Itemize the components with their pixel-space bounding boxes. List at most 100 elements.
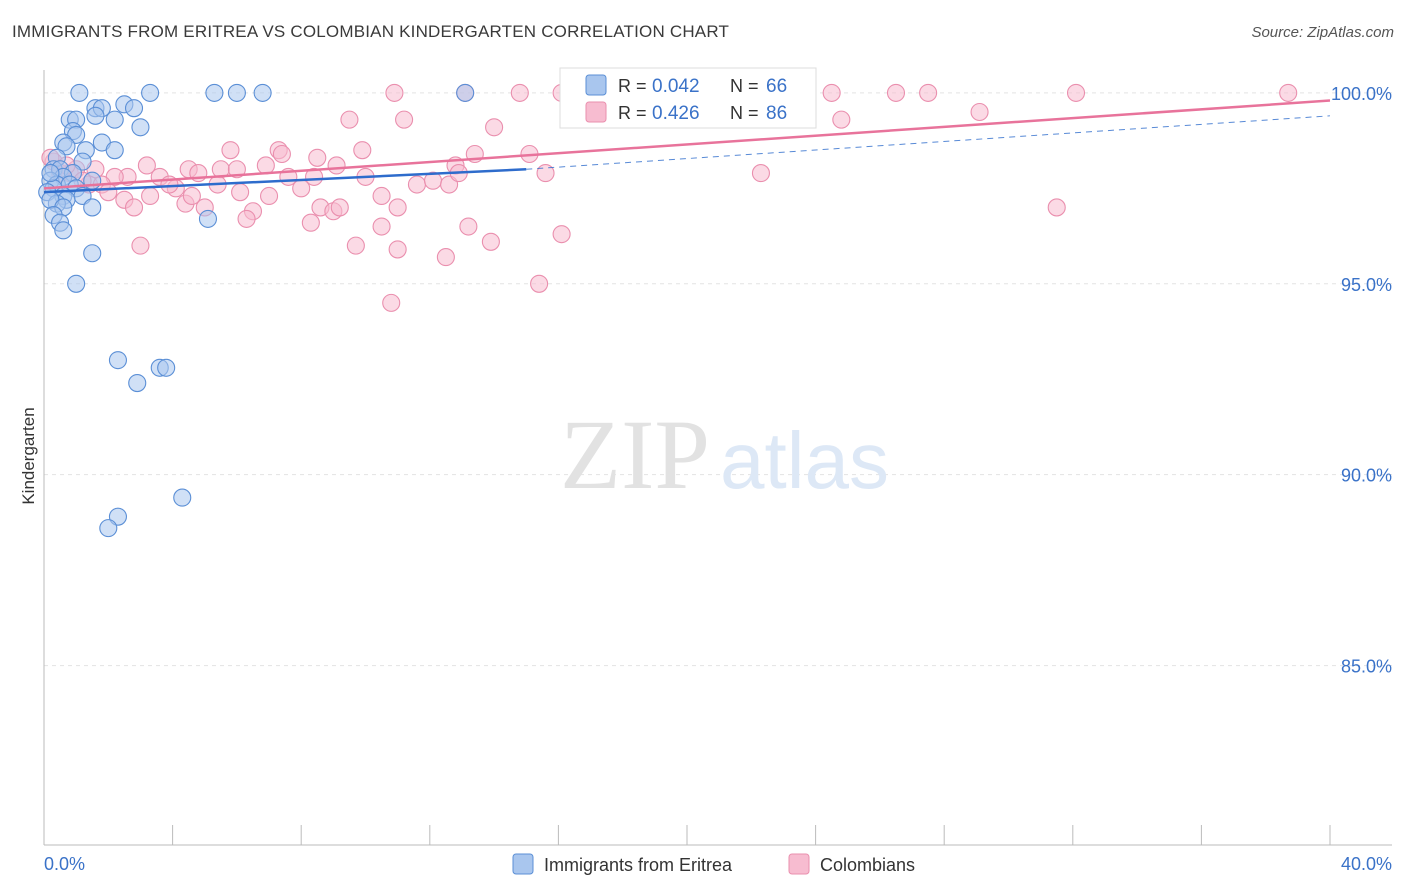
watermark-zip: ZIP <box>560 399 710 510</box>
bottom-legend-swatch-eritrea <box>512 853 534 875</box>
colombian-point <box>530 274 549 293</box>
colombian-point <box>372 186 391 206</box>
x-tick-label: 0.0% <box>44 854 85 874</box>
colombian-point <box>481 232 500 251</box>
colombian-point <box>182 186 201 206</box>
eritrea-point <box>124 99 144 118</box>
bottom-legend-swatch-colombian <box>788 853 810 875</box>
colombian-point <box>1279 83 1298 102</box>
colombian-point <box>259 186 279 206</box>
colombian-point <box>1066 83 1086 102</box>
eritrea-point <box>83 198 102 217</box>
eritrea-point <box>70 83 89 102</box>
colombian-point <box>308 148 327 167</box>
chart-title: IMMIGRANTS FROM ERITREA VS COLOMBIAN KIN… <box>12 22 730 41</box>
colombian-point <box>407 175 426 194</box>
colombian-point <box>372 217 391 236</box>
colombian-point <box>227 160 246 179</box>
colombian-point <box>822 83 841 102</box>
legend-r-label-2: R = <box>618 103 647 123</box>
watermark-atlas: atlas <box>720 416 889 505</box>
eritrea-point <box>205 83 224 102</box>
colombian-point <box>231 183 250 202</box>
colombian-point <box>99 183 118 202</box>
legend-r-label-1: R = <box>618 76 647 96</box>
colombian-point <box>346 236 365 255</box>
eritrea-point <box>83 244 102 263</box>
colombian-point <box>330 198 349 217</box>
colombian-point <box>237 209 256 228</box>
eritrea-point <box>157 358 176 377</box>
legend-n-value-1: 66 <box>766 76 787 97</box>
eritrea-point <box>128 374 147 393</box>
eritrea-trend-extension <box>526 115 1331 170</box>
colombian-point <box>340 110 359 129</box>
eritrea-point <box>86 106 105 125</box>
legend-swatch-eritrea <box>585 74 607 96</box>
y-axis-label: Kindergarten <box>19 407 38 504</box>
y-tick-label: 95.0% <box>1341 275 1392 295</box>
colombian-point <box>137 156 156 175</box>
colombian-point <box>751 164 770 183</box>
eritrea-point <box>67 274 86 293</box>
colombian-point <box>388 240 407 259</box>
colombian-point <box>970 102 989 122</box>
eritrea-point <box>253 83 272 102</box>
colombian-point <box>459 217 478 236</box>
colombian-point <box>131 236 150 255</box>
y-tick-label: 85.0% <box>1341 657 1392 677</box>
bottom-legend-label-colombian: Colombians <box>820 855 915 875</box>
colombian-point <box>886 83 906 102</box>
legend-r-value-2: 0.426 <box>652 103 700 124</box>
colombian-point <box>305 167 324 186</box>
colombian-point <box>919 83 938 102</box>
bottom-legend: Immigrants from Eritrea Colombians <box>512 853 915 875</box>
colombian-point <box>395 110 414 129</box>
eritrea-point <box>198 209 218 228</box>
legend-n-value-2: 86 <box>766 103 787 124</box>
colombian-point <box>141 186 160 206</box>
bottom-legend-label-eritrea: Immigrants from Eritrea <box>544 855 733 875</box>
eritrea-point <box>99 519 118 538</box>
colombian-point <box>552 225 571 244</box>
eritrea-point <box>456 83 475 102</box>
colombian-point <box>256 156 275 175</box>
eritrea-point <box>41 164 60 183</box>
eritrea-trend-line <box>43 168 527 194</box>
colombian-point <box>485 118 504 137</box>
eritrea-point <box>105 141 124 160</box>
legend-n-label-2: N = <box>730 103 759 123</box>
legend-box: R = 0.042 N = 66 R = 0.426 N = 86 <box>559 67 817 129</box>
colombian-point <box>221 141 240 160</box>
colombian-point <box>385 83 404 102</box>
x-tick-label: 40.0% <box>1341 854 1392 874</box>
legend-n-label-1: N = <box>730 76 759 96</box>
y-tick-label: 90.0% <box>1341 466 1392 486</box>
eritrea-point <box>227 83 246 102</box>
eritrea-point <box>141 83 160 102</box>
colombian-point <box>353 141 372 160</box>
colombian-point <box>536 164 555 183</box>
eritrea-point <box>131 118 150 137</box>
colombian-point <box>510 83 529 102</box>
colombian-point <box>272 144 291 164</box>
legend-r-value-1: 0.042 <box>652 76 700 97</box>
eritrea-point <box>173 488 192 507</box>
y-tick-label: 100.0% <box>1331 84 1392 104</box>
colombian-trend-line <box>43 99 1331 190</box>
source-label: Source: ZipAtlas.com <box>1251 24 1394 41</box>
colombian-point <box>832 110 851 129</box>
colombian-point <box>382 293 401 312</box>
colombian-point <box>301 213 320 232</box>
colombian-point <box>436 248 455 267</box>
colombian-point <box>327 156 346 175</box>
colombian-point <box>292 179 311 198</box>
eritrea-point <box>54 221 73 240</box>
colombian-point <box>124 198 144 217</box>
colombian-point <box>1047 198 1066 217</box>
legend-swatch-colombian <box>585 101 607 123</box>
eritrea-point <box>105 110 124 129</box>
colombian-point <box>388 198 407 217</box>
eritrea-point <box>108 351 127 370</box>
